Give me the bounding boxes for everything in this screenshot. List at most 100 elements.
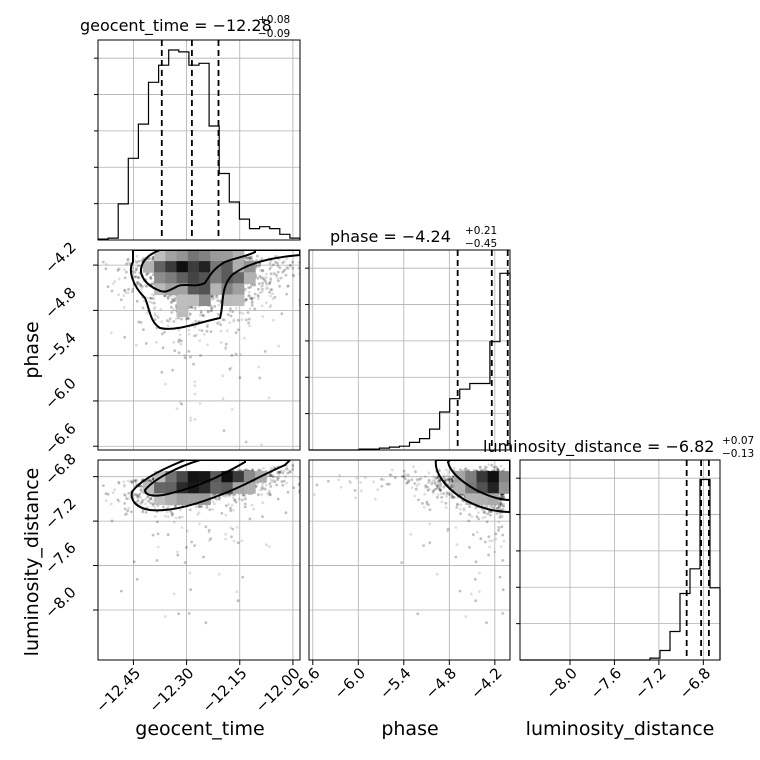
sample-point: [261, 485, 265, 489]
sample-point: [268, 267, 272, 271]
sample-point: [236, 541, 240, 545]
sample-point: [131, 287, 135, 291]
sample-point: [183, 356, 187, 360]
sample-point: [178, 338, 181, 342]
sample-point: [151, 296, 155, 300]
hist-bin: [670, 632, 680, 661]
sample-point: [257, 365, 260, 369]
y-ticks-phase: −6.6−6.0−5.4−4.8−4.2: [41, 238, 98, 458]
sample-point: [230, 354, 234, 357]
sample-point: [236, 318, 240, 322]
sample-point: [250, 301, 254, 304]
sample-point: [138, 282, 142, 286]
sample-point: [133, 479, 137, 483]
sample-point: [241, 493, 245, 497]
sample-point: [148, 479, 152, 483]
histogram-luminosity_distance: [520, 478, 721, 661]
sample-point: [163, 294, 167, 298]
sample-point: [236, 599, 240, 603]
sample-point: [289, 263, 292, 267]
density-cell: [210, 250, 222, 262]
sample-point: [238, 376, 242, 379]
sample-point: [241, 312, 245, 315]
sample-point: [269, 473, 273, 477]
sample-point: [156, 314, 159, 318]
sample-point: [300, 470, 303, 473]
sample-point: [244, 287, 247, 291]
sample-point: [160, 370, 164, 374]
hist-bin: [239, 219, 249, 240]
sample-point: [124, 291, 128, 295]
sample-point: [170, 311, 174, 314]
sample-point: [189, 588, 193, 592]
sample-point: [232, 539, 236, 543]
sample-point: [248, 517, 252, 521]
sample-point: [286, 266, 290, 270]
sample-point: [166, 295, 170, 299]
sample-point: [223, 494, 226, 498]
sample-point: [123, 289, 126, 292]
sample-point: [215, 321, 219, 325]
sample-point: [256, 294, 260, 298]
y-tick-label: −5.4: [41, 329, 79, 367]
sample-point: [111, 491, 115, 494]
sample-point: [261, 281, 264, 285]
sample-point: [243, 505, 247, 509]
sample-point: [116, 269, 120, 272]
hist-bin: [250, 229, 260, 240]
sample-point: [130, 479, 134, 483]
sample-point: [281, 471, 285, 475]
sample-point: [179, 342, 183, 346]
sample-point: [249, 297, 252, 300]
density-cell: [199, 272, 211, 284]
panel-hist-phase: phase = −4.24 +0.21 −0.45: [305, 225, 511, 451]
sample-point: [260, 287, 264, 291]
sample-point: [269, 272, 273, 276]
sample-point: [211, 507, 215, 511]
sample-point: [227, 503, 231, 506]
sample-point: [180, 515, 184, 519]
y-tick-label: −6.0: [41, 374, 79, 412]
sample-point: [199, 354, 202, 357]
sample-point: [278, 266, 282, 270]
sample-point: [280, 480, 284, 484]
sample-point: [139, 502, 143, 506]
sample-point: [250, 257, 254, 261]
sample-point: [284, 511, 288, 515]
sample-point: [106, 285, 110, 288]
sample-point: [265, 286, 268, 290]
sample-point: [239, 353, 243, 356]
sample-point: [153, 306, 157, 309]
sample-point: [200, 504, 203, 508]
sample-point: [253, 292, 257, 296]
hist-bin: [280, 234, 290, 240]
sample-point: [260, 284, 263, 288]
sample-point: [213, 296, 216, 300]
sample-point: [145, 285, 149, 288]
sample-point: [152, 301, 156, 305]
sample-point: [201, 314, 205, 317]
sample-point: [224, 532, 228, 536]
sample-point: [247, 286, 251, 290]
sample-point: [185, 317, 188, 321]
sample-point: [281, 270, 285, 274]
sample-point: [250, 257, 254, 261]
sample-point: [140, 501, 143, 505]
quantile-lines-luminosity_distance: [685, 460, 710, 660]
sample-point: [141, 306, 145, 310]
sample-point: [288, 471, 292, 474]
sample-point: [163, 294, 167, 298]
sample-point: [144, 497, 147, 501]
sample-point: [252, 296, 256, 299]
sample-point: [135, 283, 139, 286]
sample-point: [133, 479, 137, 483]
sample-point: [230, 503, 234, 507]
sample-point: [229, 307, 232, 311]
sample-point: [271, 263, 275, 267]
sample-point: [193, 380, 197, 384]
sample-point: [190, 306, 194, 309]
sample-point: [231, 496, 235, 499]
sample-point: [200, 505, 203, 509]
sample-point: [171, 299, 175, 303]
sample-point: [245, 318, 248, 322]
